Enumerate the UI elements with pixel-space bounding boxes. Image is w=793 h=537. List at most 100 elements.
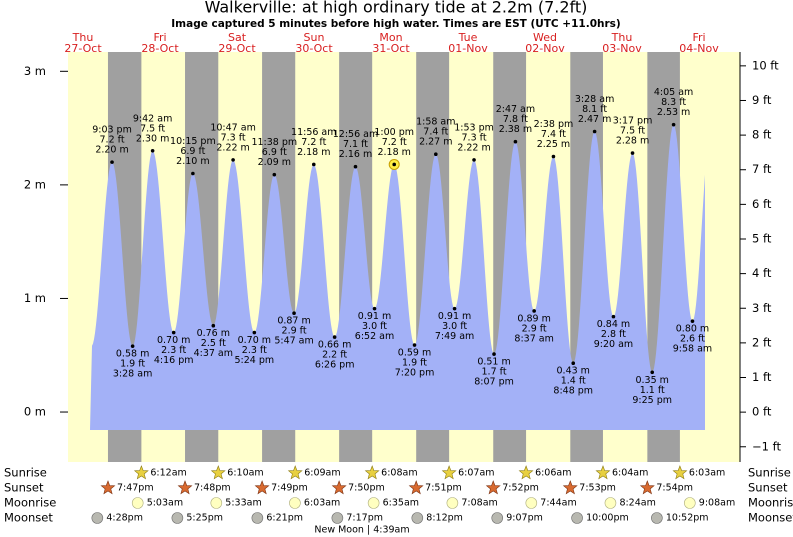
tide-label: 6:52 am	[355, 331, 394, 342]
chart-subtitle: Image captured 5 minutes before high wat…	[171, 18, 620, 30]
tide-label: 2.18 m	[377, 147, 410, 158]
tide-point	[292, 311, 296, 316]
day-date: 01-Nov	[448, 42, 488, 55]
tide-point	[650, 370, 655, 375]
y2-tick-label: 0 ft	[752, 405, 772, 419]
row-label: Sunrise	[748, 466, 791, 480]
tide-label: 2.6 ft	[680, 334, 705, 345]
almanac-time: 6:06am	[535, 468, 571, 479]
moon-icon	[604, 497, 617, 509]
tide-label: 2.18 m	[297, 147, 330, 158]
moon-icon	[367, 497, 380, 509]
day-name: Sun	[304, 31, 325, 44]
tide-label: 7.3 ft	[221, 132, 246, 143]
tide-label: 2.5 ft	[201, 338, 226, 349]
tide-point	[110, 160, 114, 164]
day-name: Wed	[533, 31, 557, 44]
almanac-time: 6:35am	[383, 498, 419, 509]
y-tick-label: 1 m	[24, 291, 46, 305]
tide-label: 1:53 pm	[454, 122, 494, 133]
tide-label: 8.3 ft	[661, 97, 686, 108]
tide-label: 1:00 pm	[374, 127, 414, 138]
sun-icon	[441, 465, 457, 480]
tide-label: 2.10 m	[176, 156, 209, 167]
chart-title: Walkerville: at high ordinary tide at 2.…	[205, 0, 588, 17]
tide-label: 7:20 pm	[395, 368, 435, 379]
tide-point	[690, 319, 695, 323]
day-date: 02-Nov	[525, 42, 565, 55]
tide-label: 2.25 m	[537, 139, 570, 150]
tide-point	[211, 323, 216, 328]
tide-point	[472, 158, 476, 162]
tide-point	[551, 154, 556, 159]
almanac-time: 4:28pm	[106, 513, 143, 524]
tide-label: 4:37 am	[194, 348, 233, 359]
day-date: 27-Oct	[64, 42, 102, 55]
sun-icon	[177, 480, 193, 495]
almanac-time: 6:21pm	[266, 513, 303, 524]
day-date: 30-Oct	[295, 42, 333, 55]
almanac-time: 7:47pm	[117, 483, 154, 494]
tide-point	[231, 158, 235, 162]
tide-label: 7.2 ft	[100, 135, 125, 146]
almanac-time: 7:17pm	[346, 513, 383, 524]
tide-label: 1.1 ft	[640, 385, 665, 396]
almanac-time: 6:12am	[150, 468, 186, 479]
tide-label: 6.9 ft	[262, 147, 287, 158]
tide-label: 12:56 am	[333, 129, 378, 140]
tide-label: 2.38 m	[499, 124, 532, 135]
tide-label: 7.3 ft	[462, 132, 487, 143]
tide-label: 0.91 m	[438, 311, 471, 322]
almanac-time: 7:53pm	[579, 483, 616, 494]
almanac-time: 7:44am	[540, 498, 576, 509]
tide-label: 2:38 pm	[534, 119, 574, 130]
y2-tick-label: 3 ft	[752, 301, 772, 315]
tide-label: 2.2 ft	[322, 350, 347, 361]
sun-icon	[562, 480, 578, 495]
tide-point	[434, 152, 438, 157]
tide-label: 9:03 pm	[92, 125, 132, 136]
almanac-time: 7:48pm	[194, 483, 231, 494]
sun-icon	[364, 465, 380, 480]
tide-point	[592, 129, 597, 134]
tide-label: 3:17 pm	[613, 116, 653, 127]
tide-label: 9:42 am	[133, 113, 172, 124]
tide-label: 0.89 m	[517, 313, 550, 324]
tide-point	[353, 164, 358, 169]
y-tick-label: 2 m	[24, 177, 46, 191]
day-name: Sat	[228, 31, 247, 44]
tide-label: 0.66 m	[318, 340, 351, 351]
day-date: 29-Oct	[218, 42, 256, 55]
moon-icon	[210, 497, 223, 509]
day-date: 28-Oct	[141, 42, 179, 55]
tide-label: 2.28 m	[616, 136, 649, 147]
moon-icon	[331, 512, 344, 524]
tide-point	[492, 352, 496, 356]
sun-icon	[254, 480, 270, 495]
tide-point	[171, 330, 176, 335]
day-name: Tue	[458, 31, 478, 44]
tide-label: 2.9 ft	[282, 326, 307, 337]
tide-label: 4:16 pm	[154, 355, 194, 366]
tide-label: 2.53 m	[657, 107, 690, 118]
y2-tick-label: 7 ft	[752, 162, 772, 176]
tide-label: 2.8 ft	[601, 329, 626, 340]
moon-icon	[91, 512, 104, 524]
tide-label: 2.3 ft	[161, 345, 186, 356]
tide-point	[513, 139, 518, 144]
tide-point	[332, 335, 337, 339]
day-date: 03-Nov	[602, 42, 642, 55]
almanac-time: 5:03am	[147, 498, 183, 509]
almanac-time: 6:10am	[227, 468, 263, 479]
tide-label: 2.22 m	[216, 142, 249, 153]
sun-icon	[672, 465, 688, 480]
tide-label: 0.87 m	[277, 316, 310, 327]
day-name: Fri	[692, 31, 705, 44]
almanac-time: 6:04am	[612, 468, 648, 479]
y2-tick-label: 8 ft	[752, 128, 772, 142]
tide-label: 0.58 m	[116, 349, 149, 360]
almanac-time: 7:08am	[461, 498, 497, 509]
y2-tick-label: 9 ft	[752, 93, 772, 107]
sun-icon	[331, 480, 347, 495]
